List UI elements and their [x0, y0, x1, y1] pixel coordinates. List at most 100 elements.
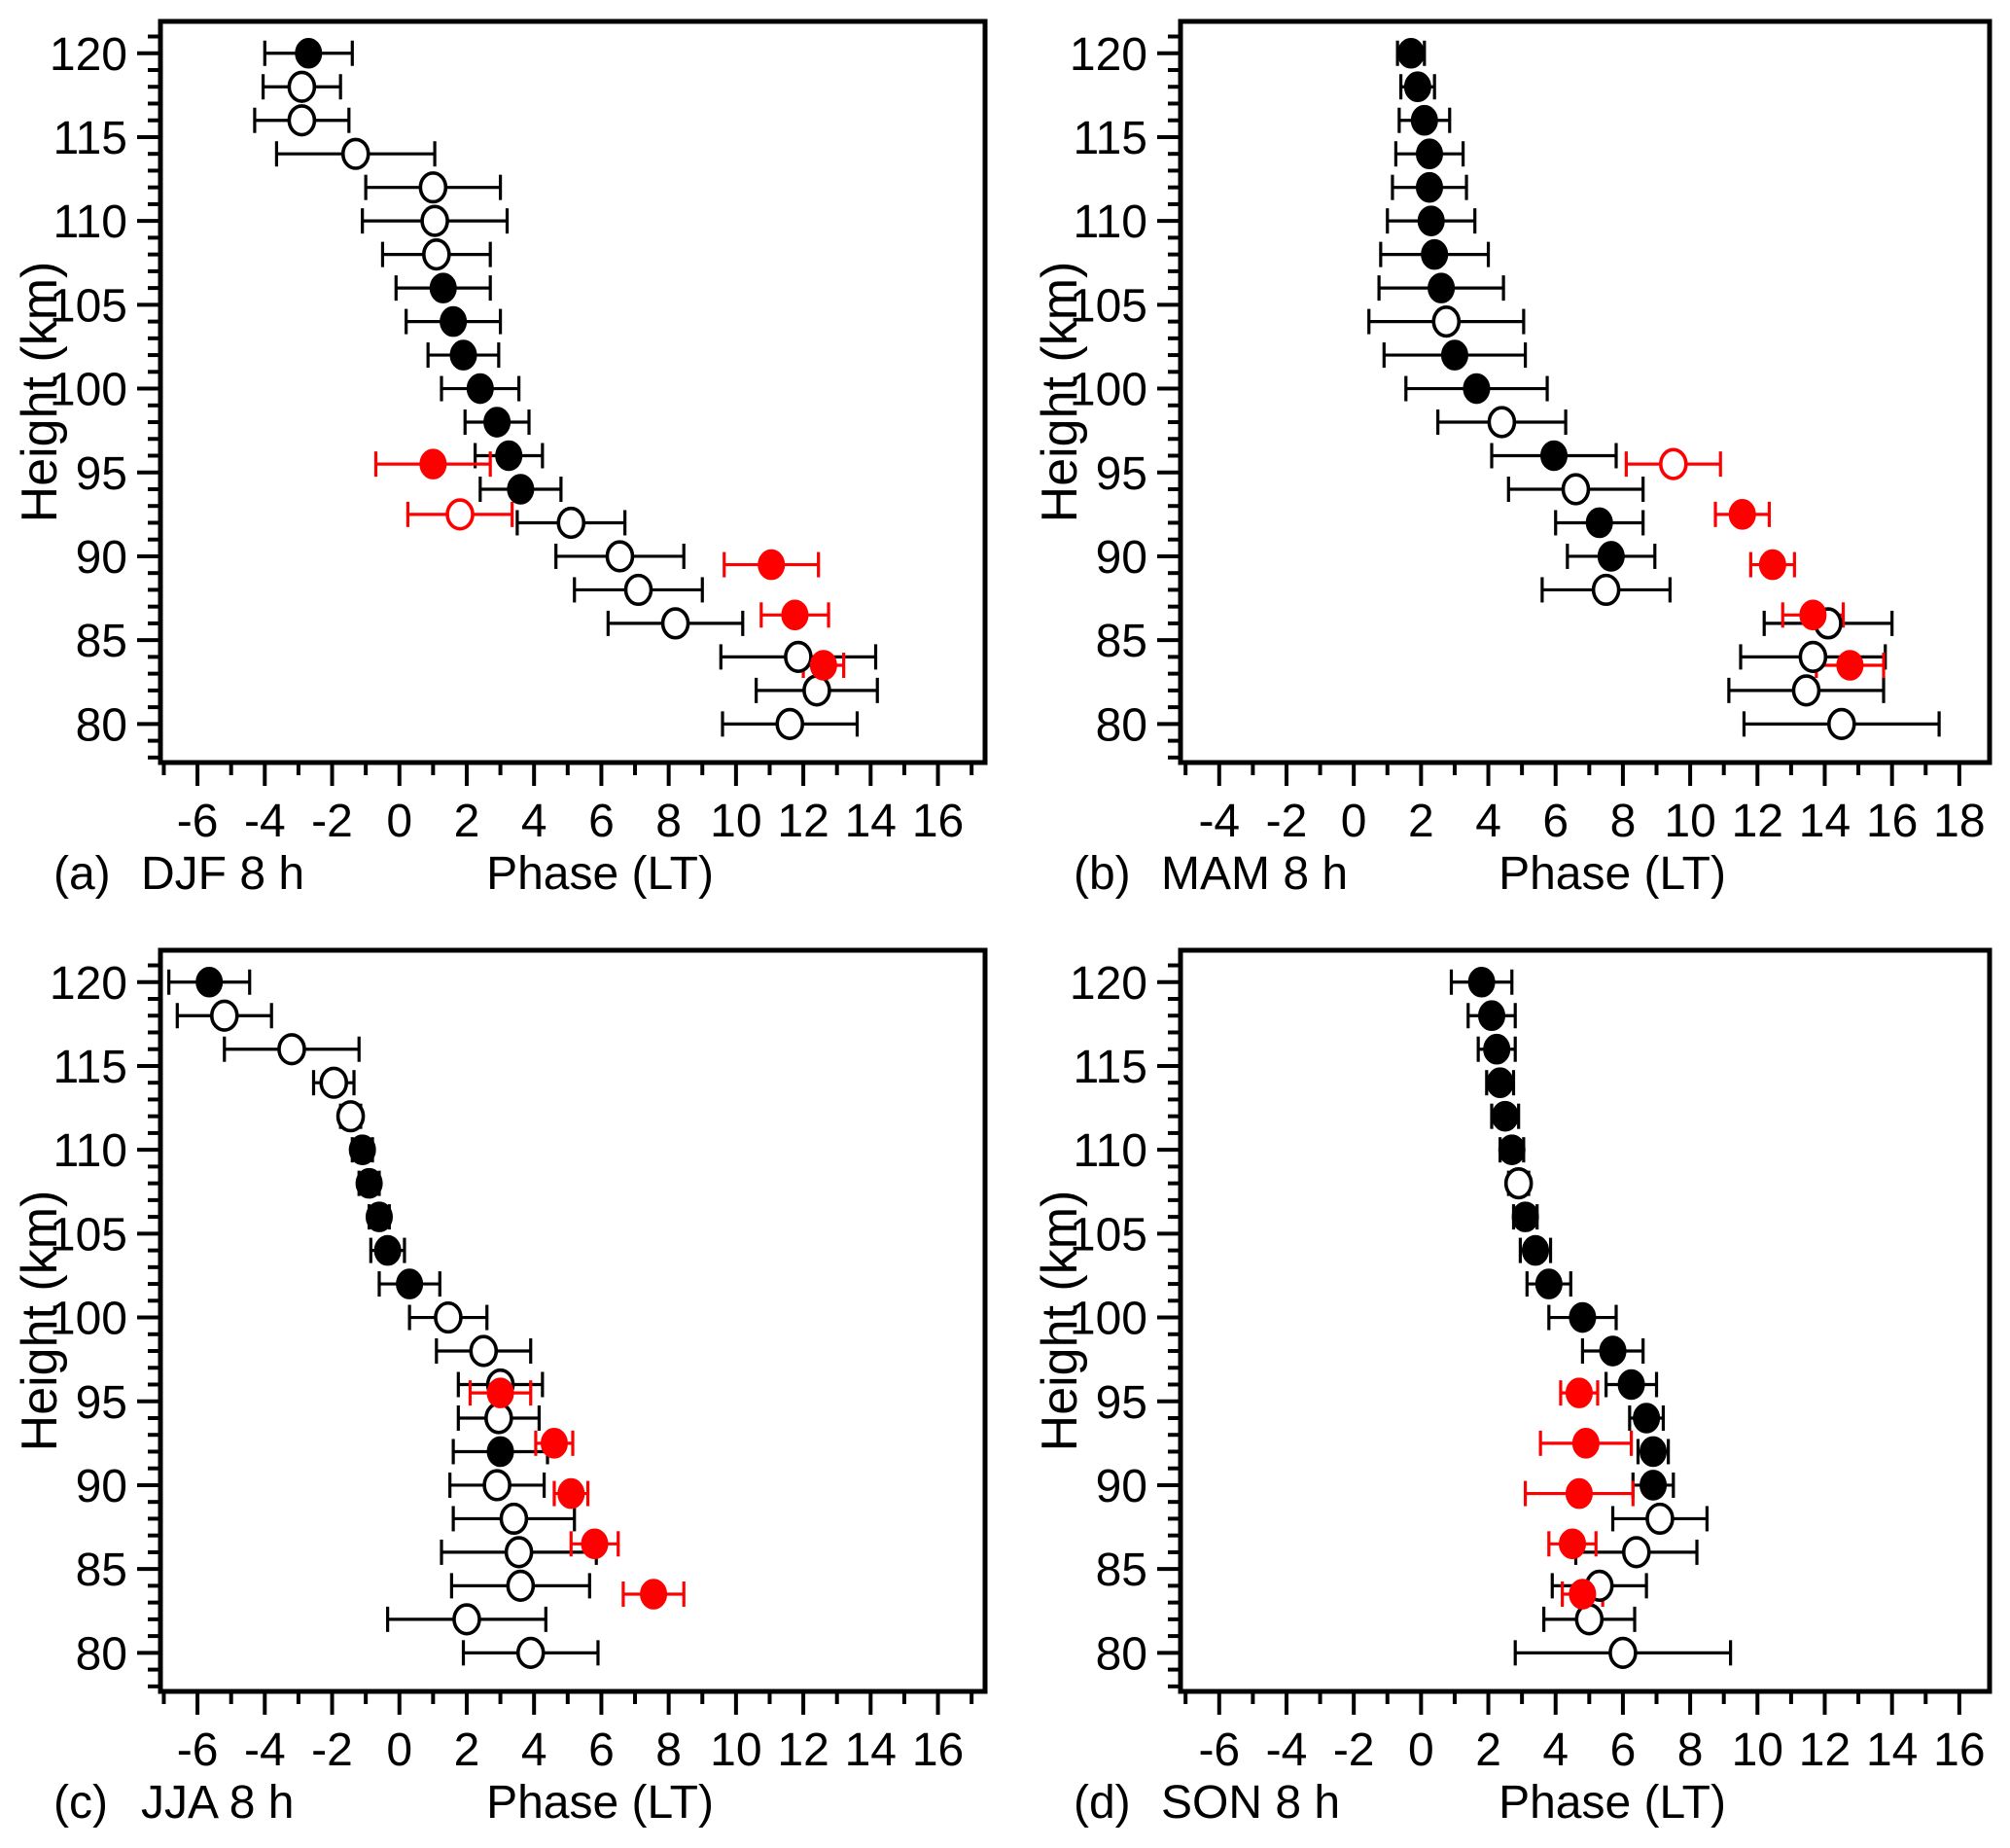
red-phase-marker-filled: [1569, 1579, 1597, 1610]
x-tick-label: 2: [1475, 1724, 1501, 1776]
x-tick-label: 4: [521, 796, 547, 847]
x-tick-label: 14: [845, 1724, 897, 1776]
black-phase-marker-open: [515, 1636, 546, 1669]
black-phase-marker-open: [623, 573, 653, 607]
x-tick-label: 6: [588, 796, 615, 847]
x-tick-label: 0: [386, 1724, 412, 1776]
black-phase-marker-open: [340, 137, 370, 170]
y-tick-label: 90: [1096, 1461, 1147, 1512]
y-tick-label: 95: [76, 1377, 127, 1429]
y-tick-label: 120: [1070, 29, 1147, 81]
black-phase-marker-open: [335, 1100, 366, 1133]
y-tick-label: 100: [1070, 365, 1147, 416]
x-tick-label: 16: [1866, 796, 1918, 847]
black-phase-marker-filled: [1640, 1470, 1668, 1501]
panel-b: -4 -2 0 2 4 6 8 10 12 14 16 18 80 85 90 95 100 105 110 115 1…: [1032, 18, 1992, 900]
panel-index-label: (a): [53, 848, 111, 900]
black-phase-marker-open: [784, 640, 813, 673]
black-phase-marker-open: [1621, 1536, 1651, 1569]
black-phase-marker-filled: [1410, 104, 1438, 136]
panel-c: -6 -4 -2 0 2 4 6 8 10 12 14 16 80 85 90 95 100 105 110 115 1…: [12, 947, 988, 1829]
y-tick-label: 120: [50, 958, 127, 1010]
black-phase-marker-filled: [1491, 1100, 1519, 1132]
x-axis-title: Phase (LT): [486, 848, 714, 900]
y-tick-label: 80: [76, 1628, 127, 1680]
black-phase-marker-filled: [1440, 339, 1468, 371]
x-tick-label: -4: [1198, 796, 1240, 847]
panel-index-label: (c): [53, 1777, 108, 1829]
y-tick-label: 100: [50, 365, 127, 416]
black-phase-marker-filled: [1534, 1268, 1563, 1299]
y-tick-label: 100: [50, 1294, 127, 1345]
black-phase-marker-filled: [466, 373, 494, 405]
y-tick-label: 95: [1096, 1377, 1147, 1429]
x-tick-label: 12: [1799, 1724, 1851, 1776]
black-phase-marker-filled: [1540, 440, 1568, 472]
x-tick-label: 8: [655, 796, 682, 847]
red-phase-marker-filled: [1836, 650, 1864, 681]
x-tick-label: 18: [1933, 796, 1985, 847]
black-phase-marker-filled: [1597, 541, 1625, 572]
red-phase-marker-filled: [1758, 549, 1786, 581]
x-tick-label: -2: [1266, 796, 1308, 847]
black-phase-marker-filled: [195, 966, 224, 998]
black-phase-marker-open: [452, 1603, 481, 1636]
y-tick-label: 110: [53, 1125, 127, 1177]
panel-season-label: SON 8 h: [1161, 1777, 1340, 1829]
x-tick-label: 12: [777, 796, 829, 847]
y-tick-label: 120: [1070, 958, 1147, 1010]
black-phase-marker-filled: [1403, 71, 1431, 103]
black-phase-marker-filled: [495, 440, 523, 472]
black-phase-marker-filled: [295, 37, 323, 69]
black-phase-marker-open: [418, 171, 448, 204]
x-tick-label: 2: [1408, 796, 1434, 847]
x-tick-label: -2: [311, 1724, 353, 1776]
panel-season-label: MAM 8 h: [1161, 848, 1348, 900]
black-phase-marker-open: [775, 707, 805, 740]
x-axis-title: Phase (LT): [1499, 1777, 1726, 1829]
x-tick-label: -4: [1266, 1724, 1308, 1776]
y-tick-label: 90: [1096, 532, 1147, 584]
red-phase-marker-filled: [581, 1528, 609, 1560]
x-tick-label: -4: [244, 796, 286, 847]
black-phase-marker-open: [1645, 1502, 1675, 1536]
x-tick-label: 6: [588, 1724, 615, 1776]
black-phase-marker-open: [504, 1536, 534, 1569]
y-tick-label: 110: [53, 196, 127, 248]
black-phase-marker-filled: [1416, 138, 1443, 169]
black-phase-marker-open: [1561, 473, 1591, 506]
y-tick-label: 115: [53, 1042, 127, 1093]
black-phase-marker-open: [277, 1033, 306, 1066]
black-phase-marker-filled: [355, 1167, 383, 1199]
x-tick-label: 6: [1542, 796, 1569, 847]
y-tick-label: 85: [1096, 1545, 1147, 1596]
black-phase-marker-filled: [486, 1436, 514, 1468]
black-phase-marker-open: [469, 1334, 499, 1368]
black-phase-marker-filled: [1640, 1436, 1668, 1468]
black-phase-marker-open: [319, 1066, 349, 1099]
y-tick-label: 80: [1096, 699, 1147, 751]
y-tick-label: 110: [1073, 1125, 1147, 1177]
y-tick-label: 95: [76, 448, 127, 500]
x-tick-label: -4: [244, 1724, 286, 1776]
x-tick-label: -6: [177, 796, 219, 847]
x-tick-label: 16: [912, 796, 964, 847]
black-phase-marker-open: [1503, 1167, 1534, 1200]
y-tick-label: 90: [76, 532, 127, 584]
y-tick-label: 120: [50, 29, 127, 81]
black-phase-marker-filled: [440, 305, 468, 338]
black-phase-marker-filled: [1467, 966, 1496, 998]
y-tick-label: 105: [1070, 280, 1147, 332]
x-tick-label: 6: [1610, 1724, 1637, 1776]
red-phase-marker-filled: [486, 1377, 514, 1408]
x-tick-label: 8: [1610, 796, 1637, 847]
y-tick-label: 90: [76, 1461, 127, 1512]
x-tick-label: 2: [454, 1724, 480, 1776]
red-phase-marker-filled: [1799, 599, 1827, 631]
black-phase-marker-filled: [1498, 1134, 1526, 1165]
red-phase-marker-filled: [1559, 1528, 1587, 1560]
x-tick-label: 10: [710, 1724, 761, 1776]
x-tick-label: 14: [1866, 1724, 1918, 1776]
plot-border: [1178, 18, 1992, 765]
